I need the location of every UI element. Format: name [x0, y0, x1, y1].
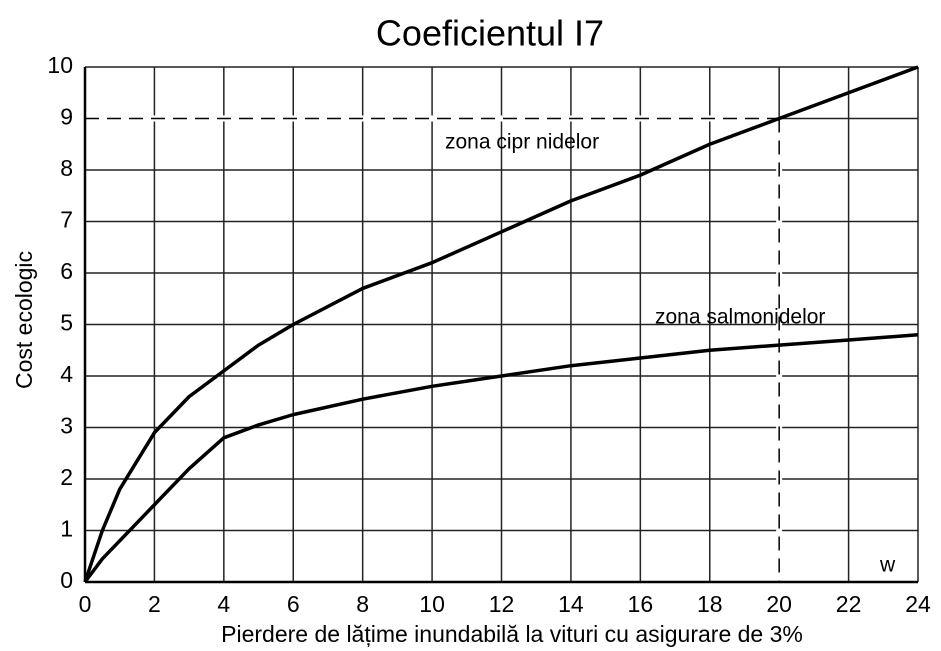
chart-title: Coeficientul I7: [376, 13, 604, 54]
y-tick-label: 6: [60, 258, 73, 284]
annotation: w: [879, 554, 896, 577]
x-tick-label: 10: [419, 591, 445, 617]
y-tick-label: 5: [60, 310, 73, 336]
x-tick-label: 16: [628, 591, 654, 617]
x-tick-label: 6: [287, 591, 300, 617]
y-tick-label: 2: [60, 464, 73, 490]
x-tick-label: 20: [766, 591, 792, 617]
x-tick-label: 18: [697, 591, 723, 617]
x-tick-label: 8: [356, 591, 369, 617]
series-line: [83, 333, 919, 584]
y-tick-label: 4: [60, 361, 73, 387]
y-tick-label: 1: [60, 516, 73, 542]
y-tick-label: 9: [60, 104, 73, 130]
x-tick-label: 14: [558, 591, 584, 617]
x-tick-label: 24: [905, 591, 931, 617]
y-axis-label: Cost ecologic: [11, 251, 37, 389]
x-tick-label: 0: [79, 591, 92, 617]
y-tick-label: 8: [60, 155, 73, 181]
y-tick-label: 7: [60, 207, 73, 233]
reference-mask: [86, 115, 779, 122]
x-tick-label: 22: [836, 591, 862, 617]
series-label: zona salmonidelor: [655, 306, 825, 329]
x-tick-label: 4: [217, 591, 230, 617]
y-tick-label: 0: [60, 567, 73, 593]
series-line: [83, 65, 919, 583]
x-tick-label: 2: [148, 591, 161, 617]
x-tick-label: 12: [489, 591, 515, 617]
y-tick-label: 10: [47, 52, 73, 78]
series-label: zona cipr nidelor: [445, 131, 599, 154]
y-tick-label: 3: [60, 413, 73, 439]
x-axis-label: Pierdere de lățime inundabilă la vituri …: [221, 621, 803, 647]
